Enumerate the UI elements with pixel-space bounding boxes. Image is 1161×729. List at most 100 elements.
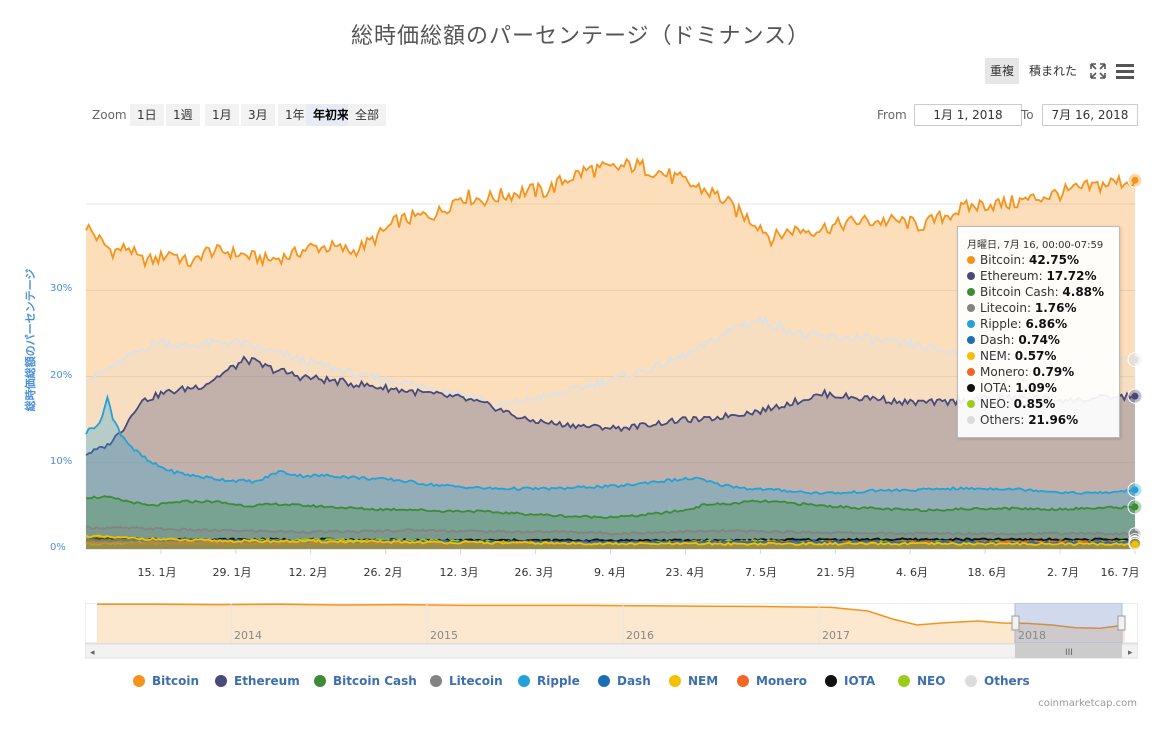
monero-dot-icon [967,368,975,376]
legend-item-ethereum[interactable]: Ethereum [215,674,300,688]
legend-item-dash[interactable]: Dash [598,674,651,688]
navigator-area [97,604,1125,643]
navigator-left-handle[interactable] [1011,615,1020,631]
tooltip-series-value: 6.86% [1025,317,1068,331]
tooltip-series-value: 21.96% [1028,413,1079,427]
nem-dot-icon [967,352,975,360]
bitcoin-cash-dot-icon [967,288,975,296]
others-legend-icon [965,675,977,687]
scroll-left-arrow-icon[interactable]: ◂ [90,648,95,658]
x-tick-label: 2. 7月 [1047,566,1079,579]
from-label: From [877,108,907,122]
navigator-year-label: 2014 [234,629,262,642]
legend-label: IOTA [844,674,876,688]
series-line-bitcoin-cash[interactable] [85,495,1136,520]
tooltip-row: Monero: 0.79% [967,365,1074,379]
series-area-bitcoin-cash[interactable] [86,496,1135,549]
nem-legend-icon [669,675,681,687]
neo-dot-icon [967,400,975,408]
bitcoin-cash-legend-icon [314,675,326,687]
legend-label: Bitcoin [152,674,200,688]
tooltip-series-value: 1.09% [1015,381,1057,395]
series-area-bitcoin[interactable] [86,159,1135,549]
legend-item-iota[interactable]: IOTA [825,674,875,688]
scroll-grip-icon[interactable]: III [1065,648,1073,658]
navigator-scrollbar-thumb[interactable] [1015,644,1122,658]
tooltip-row: Bitcoin: 42.75% [967,253,1079,267]
navigator[interactable]: ◂ ▸ III [85,603,1138,659]
dash-dot-icon [967,336,975,344]
series-line-litecoin[interactable] [85,525,1136,536]
to-date-input[interactable]: 7月 16, 2018 [1042,104,1138,126]
legend-label: Litecoin [449,674,503,688]
zoom-all-button[interactable]: 全部 [348,104,387,126]
y-tick-label: 0% [50,542,66,553]
series-line-bitcoin[interactable] [85,156,1136,270]
tooltip-series-name: NEO [980,397,1006,411]
series-area-ripple[interactable] [86,397,1135,549]
legend-label: Ripple [537,674,580,688]
end-marker-ripple [1131,486,1139,494]
legend-item-neo[interactable]: NEO [898,674,945,688]
tooltip-series-value: 17.72% [1046,269,1097,283]
tooltip-series-name: Dash [980,333,1011,347]
series-area-nem[interactable] [86,535,1135,549]
y-tick-label: 20% [50,370,73,381]
tooltip-series-name: Ripple [980,317,1018,331]
series-line-ripple[interactable] [85,393,1136,495]
tooltip-row: Ripple: 6.86% [967,317,1067,331]
tooltip-series-value: 4.88% [1062,285,1105,299]
litecoin-legend-icon [430,675,442,687]
zoom-ytd-button[interactable]: 年初来 [306,104,357,126]
series-area-others[interactable] [86,317,1135,549]
zoom-3m-button[interactable]: 3月 [241,104,275,126]
navigator-right-handle[interactable] [1117,615,1126,631]
tooltip-series-value: 1.76% [1034,301,1077,315]
tooltip-row: NEM: 0.57% [967,349,1056,363]
legend-label: NEM [688,674,719,688]
scroll-right-arrow-icon[interactable]: ▸ [1128,648,1133,658]
series-areas [85,156,1136,549]
legend-item-monero[interactable]: Monero [737,674,807,688]
legend-item-others[interactable]: Others [965,674,1030,688]
zoom-1m-button[interactable]: 1月 [205,104,239,126]
x-tick-label: 23. 4月 [665,566,705,579]
series-line-nem[interactable] [85,534,1136,547]
monero-legend-icon [737,675,749,687]
tooltip-series-name: Ethereum [980,269,1039,283]
navigator-scrollbar-track[interactable] [85,643,1138,659]
litecoin-dot-icon [967,304,975,312]
stacked-toggle-button[interactable]: 積まれた [1029,64,1078,78]
dash-legend-icon [598,675,610,687]
credit-link[interactable]: coinmarketcap.com [1038,698,1137,709]
end-marker-ethereum [1131,392,1139,400]
legend-item-bitcoin[interactable]: Bitcoin [133,674,199,688]
tooltip-series-name: Bitcoin Cash [980,285,1055,299]
from-date-input[interactable]: 1月 1, 2018 [914,104,1022,126]
navigator-year-label: 2017 [822,629,850,642]
end-marker-others [1131,356,1139,364]
tooltip-row: Ethereum: 17.72% [967,269,1096,283]
legend-item-litecoin[interactable]: Litecoin [430,674,503,688]
ethereum-dot-icon [967,272,975,280]
navigator-selection[interactable] [1014,603,1123,644]
zoom-1d-button[interactable]: 1日 [130,104,164,126]
legend-item-bitcoin-cash[interactable]: Bitcoin Cash [314,674,417,688]
menu-icon[interactable] [1116,63,1134,79]
tooltip-header: 月曜日, 7月 16, 00:00-07:59 [967,240,1104,251]
fullscreen-icon[interactable] [1089,62,1107,80]
x-tick-label: 12. 3月 [439,566,479,579]
series-tooltip: 月曜日, 7月 16, 00:00-07:59 Bitcoin: 42.75% … [957,226,1120,438]
x-tick-label: 12. 2月 [288,566,328,579]
x-tick-label: 18. 6月 [967,566,1007,579]
y-tick-label: 10% [50,456,73,467]
legend-item-ripple[interactable]: Ripple [518,674,580,688]
zoom-1y-button[interactable]: 1年 [278,104,312,126]
overlap-toggle-button[interactable]: 重複 [985,58,1020,84]
tooltip-row: Bitcoin Cash: 4.88% [967,285,1104,299]
legend-item-nem[interactable]: NEM [669,674,718,688]
series-area-ethereum[interactable] [86,356,1135,549]
zoom-1w-button[interactable]: 1週 [166,104,200,126]
tooltip-series-value: 0.57% [1014,349,1057,363]
